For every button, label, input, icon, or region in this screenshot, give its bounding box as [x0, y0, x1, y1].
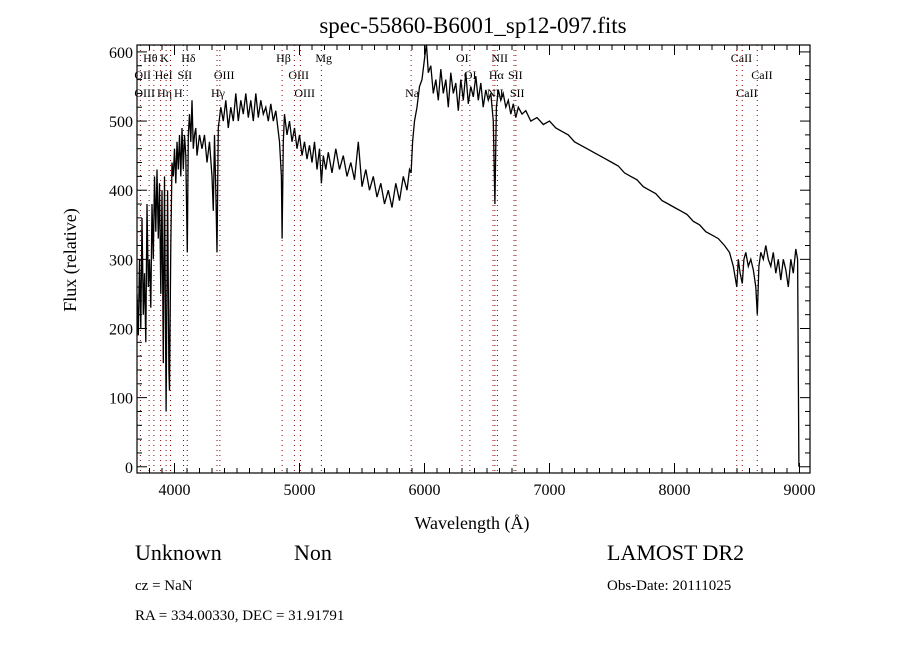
x-tick-label: 4000: [159, 482, 191, 499]
cz-label: cz = NaN: [135, 578, 193, 594]
plot-frame: [136, 44, 811, 474]
emission-line-label: Hδ: [181, 51, 196, 65]
chart-title: spec-55860-B6001_sp12-097.fits: [319, 13, 626, 38]
y-tick-label: 600: [109, 45, 133, 62]
y-tick-label: 300: [109, 252, 133, 269]
axes: 4000 5000 6000 7000 8000 9000 0 100 200 300 400 500…: [109, 44, 816, 499]
emission-line-label: OII: [134, 68, 151, 82]
emission-line-label: OI: [456, 51, 469, 65]
y-axis-label: Flux (relative): [60, 208, 81, 311]
emission-line-label: Hη: [157, 86, 172, 100]
emission-line-label: HeI: [155, 68, 173, 82]
emission-line-label: SII: [508, 68, 523, 82]
y-tick-label: 100: [109, 391, 133, 408]
emission-line-label: SII: [510, 86, 525, 100]
x-tick-label: 5000: [284, 482, 316, 499]
x-tick-label: 6000: [409, 482, 441, 499]
emission-line-label: OIII: [134, 86, 155, 100]
emission-line-label: Hα: [489, 68, 505, 82]
emission-line-label: CaII: [751, 68, 772, 82]
emission-line-label: OIII: [214, 68, 235, 82]
emission-line-label: OIII: [288, 68, 309, 82]
subclass-label: Non: [294, 540, 332, 565]
class-label: Unknown: [135, 540, 222, 565]
y-tick-label: 0: [125, 460, 133, 477]
emission-line-label: NII: [491, 51, 508, 65]
emission-line-label: OIII: [294, 86, 315, 100]
emission-line-label: Hβ: [276, 51, 291, 65]
emission-line-label: Mg: [315, 51, 332, 65]
y-tick-label: 400: [109, 183, 133, 200]
emission-line-label: K: [160, 51, 169, 65]
obs-date-label: Obs-Date: 20111025: [607, 578, 731, 594]
spectrum-series: [137, 45, 800, 467]
coords-label: RA = 334.00330, DEC = 31.91791: [135, 608, 344, 624]
emission-line-label: SII: [178, 68, 193, 82]
spectrum-line: [137, 45, 800, 467]
emission-line-label: OI: [464, 68, 477, 82]
emission-line-label: H: [174, 86, 183, 100]
x-axis-label: Wavelength (Å): [414, 513, 529, 534]
x-tick-label: 8000: [659, 482, 691, 499]
x-tick-label: 9000: [784, 482, 816, 499]
survey-label: LAMOST DR2: [607, 540, 744, 565]
x-tick-label: 7000: [534, 482, 566, 499]
emission-line-label: CaII: [731, 51, 752, 65]
y-tick-label: 500: [109, 114, 133, 131]
emission-line-label: Na: [405, 86, 420, 100]
y-tick-label: 200: [109, 321, 133, 338]
emission-line-label: CaII: [736, 86, 757, 100]
emission-line-label: Hθ: [143, 51, 158, 65]
emission-line-label: Hγ: [211, 86, 226, 100]
